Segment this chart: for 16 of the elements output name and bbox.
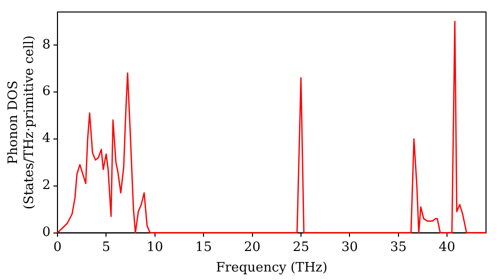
x-axis-title: Frequency (THz) bbox=[216, 260, 328, 276]
x-tick-label: 5 bbox=[102, 240, 110, 255]
x-tick-label: 25 bbox=[292, 240, 310, 255]
x-tick-label: 15 bbox=[195, 240, 212, 255]
y-tick-label: 4 bbox=[42, 131, 50, 146]
x-tick-label: 10 bbox=[146, 240, 164, 255]
y-tick-label: 2 bbox=[42, 178, 50, 194]
y-tick-label: 0 bbox=[42, 225, 50, 240]
y-tick-label: 8 bbox=[42, 37, 50, 52]
x-tick-label: 20 bbox=[244, 240, 261, 255]
x-tick-label: 35 bbox=[390, 240, 407, 255]
y-tick-label: 6 bbox=[42, 84, 50, 100]
y-axis-title: Phonon DOS (States/THz·primitive cell) bbox=[6, 35, 37, 210]
x-tick-label: 40 bbox=[438, 240, 456, 255]
x-tick-label: 0 bbox=[53, 240, 62, 255]
x-tick-label: 30 bbox=[341, 240, 358, 255]
